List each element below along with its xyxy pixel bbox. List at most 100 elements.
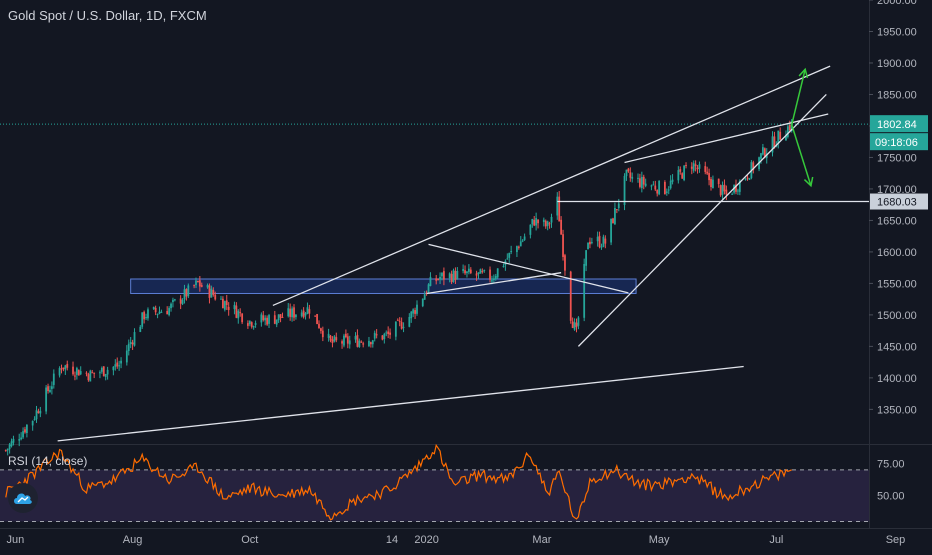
rsi-series-line bbox=[5, 443, 792, 521]
candle-body bbox=[615, 209, 618, 211]
candle-body bbox=[412, 309, 415, 314]
rsi-label[interactable]: RSI (14, close) bbox=[8, 454, 88, 468]
trend-line-3[interactable] bbox=[577, 94, 827, 347]
candle-body bbox=[590, 242, 593, 244]
forecast-arrow-shaft[interactable] bbox=[791, 124, 812, 187]
candle-body bbox=[575, 322, 578, 328]
forecast-arrow-shaft[interactable] bbox=[790, 69, 806, 125]
candle-body bbox=[77, 369, 80, 376]
trend-line-2[interactable] bbox=[624, 113, 829, 164]
candle-body bbox=[371, 340, 374, 345]
candle-body bbox=[331, 339, 334, 343]
candle-body bbox=[52, 373, 55, 385]
candle-body bbox=[785, 135, 787, 141]
candle-body bbox=[667, 189, 670, 191]
candle-body bbox=[731, 193, 734, 195]
candle-body bbox=[679, 169, 682, 172]
trend-line-6[interactable] bbox=[426, 272, 562, 295]
forecast-arrow-down[interactable] bbox=[803, 176, 814, 188]
price-tick-label: 1550.00 bbox=[877, 278, 917, 290]
candle-body bbox=[275, 319, 278, 325]
candle-body bbox=[170, 303, 172, 309]
candle-body bbox=[354, 336, 357, 340]
support-zone-box[interactable] bbox=[130, 278, 637, 294]
candle-body bbox=[763, 148, 766, 158]
candle-body bbox=[483, 270, 486, 272]
trend-line-1[interactable] bbox=[272, 65, 831, 307]
candle-body bbox=[179, 298, 182, 304]
candle-body bbox=[569, 271, 572, 321]
candle-body bbox=[491, 280, 493, 282]
trend-line-5[interactable] bbox=[428, 243, 629, 294]
candle-body bbox=[448, 273, 451, 279]
last-price-label-bg bbox=[870, 115, 928, 133]
candle-body bbox=[304, 313, 307, 316]
candle-body bbox=[481, 271, 484, 273]
candle-body bbox=[268, 315, 270, 324]
candle-body bbox=[291, 308, 293, 318]
candle-body bbox=[62, 367, 65, 370]
candle-body bbox=[690, 166, 693, 169]
candle-body bbox=[318, 323, 320, 329]
candle-body bbox=[744, 178, 747, 180]
candle-body bbox=[222, 298, 224, 309]
candle-body bbox=[623, 175, 626, 206]
candle-body bbox=[663, 181, 666, 195]
candle-body bbox=[761, 147, 764, 155]
candle-body bbox=[546, 221, 549, 226]
candle-body bbox=[489, 269, 491, 280]
candle-body bbox=[327, 333, 330, 338]
candle-body bbox=[168, 308, 171, 316]
candle-body bbox=[506, 258, 509, 260]
candle-body bbox=[383, 333, 386, 340]
candle-body bbox=[777, 130, 780, 144]
candle-body bbox=[166, 310, 169, 315]
candle-body bbox=[141, 312, 144, 327]
candle-body bbox=[521, 240, 524, 242]
candle-body bbox=[717, 178, 720, 185]
candle-body bbox=[385, 332, 388, 334]
time-tick-label: 14 bbox=[386, 534, 398, 546]
candle-body bbox=[725, 189, 728, 195]
candle-body bbox=[250, 322, 253, 327]
candle-body bbox=[537, 219, 539, 224]
candle-body bbox=[443, 271, 445, 280]
candle-body bbox=[652, 184, 655, 186]
candle-body bbox=[450, 273, 453, 283]
candle-body bbox=[496, 268, 499, 278]
candle-body bbox=[156, 313, 159, 315]
candle-body bbox=[456, 270, 459, 280]
candle-body bbox=[517, 246, 520, 248]
candle-body bbox=[39, 410, 42, 414]
candle-body bbox=[341, 341, 343, 344]
candle-body bbox=[640, 176, 643, 189]
candle-body bbox=[773, 136, 776, 148]
candle-body bbox=[421, 298, 424, 307]
candle-body bbox=[106, 369, 109, 375]
candle-body bbox=[612, 218, 614, 224]
candle-body bbox=[241, 313, 244, 323]
candle-body bbox=[464, 270, 466, 274]
candle-body bbox=[239, 312, 242, 314]
candle-body bbox=[560, 219, 563, 235]
candle-body bbox=[437, 279, 440, 281]
candle-body bbox=[193, 285, 195, 287]
forecast-arrow-up[interactable] bbox=[798, 67, 809, 79]
candle-body bbox=[66, 363, 69, 368]
candle-body bbox=[408, 316, 411, 327]
candle-body bbox=[381, 335, 384, 340]
price-tick-label: 1650.00 bbox=[877, 215, 917, 227]
candle-body bbox=[356, 334, 359, 347]
candle-body bbox=[343, 335, 345, 346]
candle-body bbox=[466, 271, 468, 274]
candle-body bbox=[429, 276, 432, 286]
candle-body bbox=[60, 368, 63, 370]
tradingview-logo-icon[interactable] bbox=[8, 483, 38, 513]
candle-body bbox=[681, 173, 684, 179]
candle-body bbox=[127, 343, 130, 352]
candle-body bbox=[658, 180, 661, 195]
candle-body bbox=[396, 319, 399, 321]
candle-body bbox=[346, 336, 349, 344]
trend-line-4[interactable] bbox=[57, 365, 744, 442]
